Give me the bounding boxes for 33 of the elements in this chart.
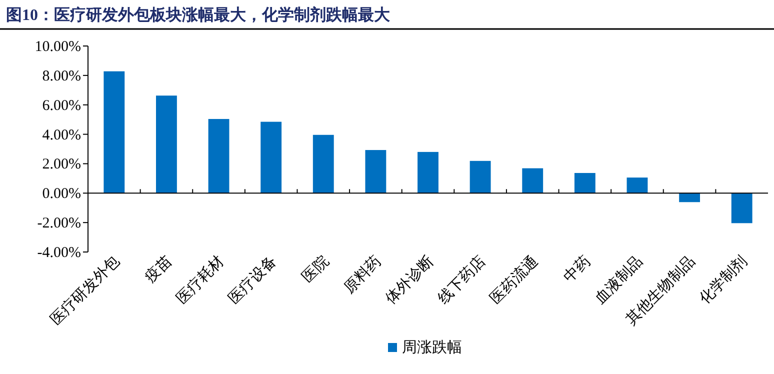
y-tick-label: -4.00% — [37, 245, 81, 261]
bar — [156, 96, 177, 194]
legend-label: 周涨跌幅 — [402, 339, 462, 356]
bar — [574, 172, 596, 194]
bar — [626, 178, 648, 194]
x-tick-label: 化学制剂 — [696, 252, 751, 308]
x-tick-label: 医药流通 — [486, 252, 542, 308]
bar — [312, 134, 334, 194]
bar — [104, 71, 125, 194]
y-tick-label: -2.00% — [37, 216, 81, 232]
x-tick-label: 医疗设备 — [225, 252, 280, 308]
y-tick-label: 2.00% — [42, 156, 81, 173]
bar — [470, 160, 491, 194]
x-tick-label: 疫苗 — [142, 252, 176, 286]
bar — [260, 122, 282, 194]
x-tick-label: 线下药店 — [434, 252, 490, 308]
bar — [418, 152, 438, 194]
y-tick-label: 10.00% — [34, 39, 81, 55]
bar — [522, 168, 544, 194]
bar — [208, 118, 230, 194]
y-tick-label: 4.00% — [42, 127, 81, 144]
bar — [679, 193, 700, 202]
bar — [365, 150, 386, 194]
x-tick-label: 体外诊断 — [382, 252, 437, 308]
x-tick-label: 原料药 — [340, 252, 385, 297]
x-tick-label: 医疗耗材 — [173, 252, 228, 308]
y-tick-label: 0.00% — [42, 186, 81, 202]
y-tick-label: 8.00% — [42, 68, 81, 84]
bar — [731, 193, 752, 224]
x-tick-label: 中药 — [560, 252, 594, 286]
x-tick-label: 医院 — [298, 252, 332, 286]
y-tick-label: 6.00% — [42, 98, 81, 114]
chart-title: 图10：医疗研发外包板块涨幅最大，化学制剂跌幅最大 — [6, 5, 391, 24]
